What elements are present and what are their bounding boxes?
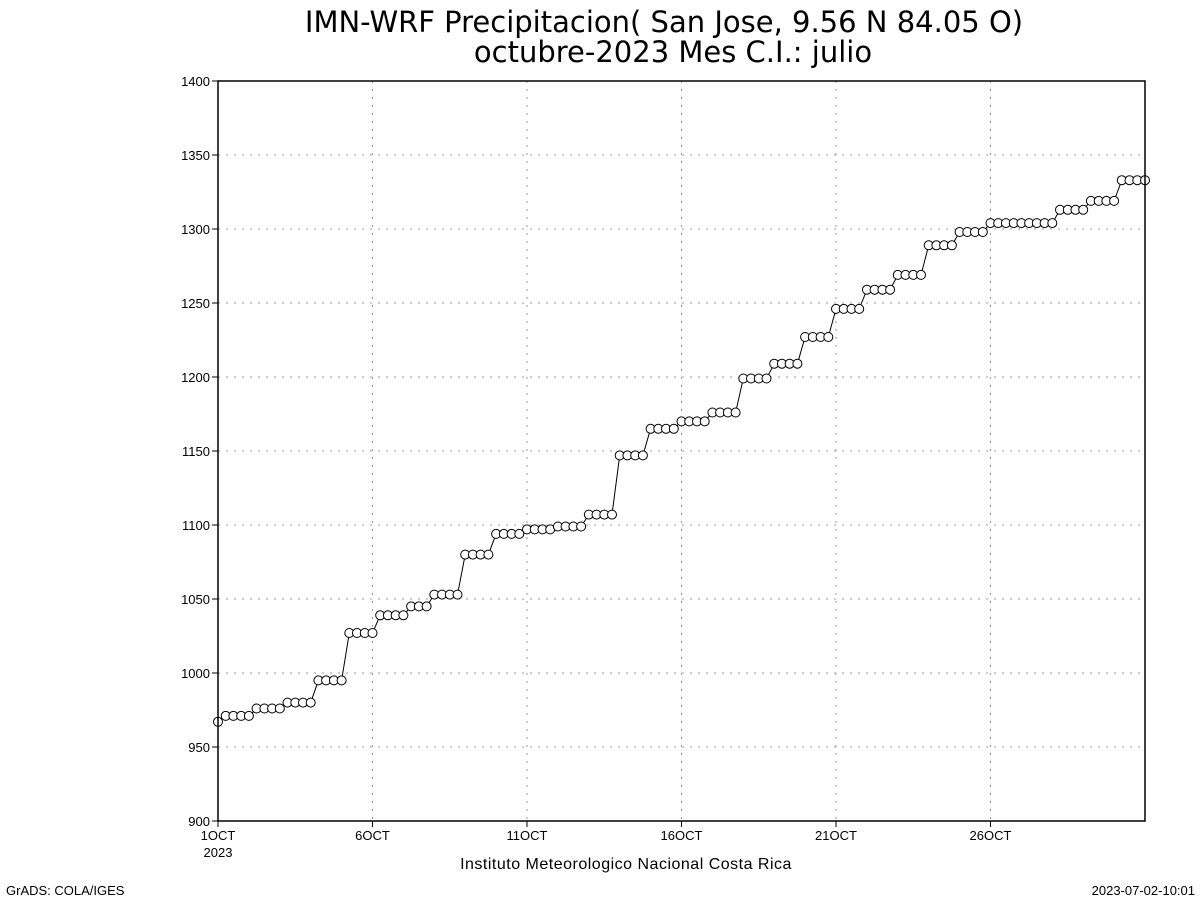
y-tick-label: 1300 <box>181 222 210 237</box>
data-point <box>607 509 617 520</box>
y-tick-label: 1350 <box>181 148 210 163</box>
chart-title: IMN-WRF Precipitacion( San Jose, 9.56 N … <box>305 5 1023 39</box>
data-point <box>1078 204 1089 215</box>
series-markers <box>213 175 1150 727</box>
data-point <box>452 589 463 600</box>
y-tick-label: 950 <box>188 740 210 755</box>
data-point <box>1047 218 1058 229</box>
data-point <box>336 675 347 686</box>
y-tick-label: 1200 <box>181 370 210 385</box>
x-axis-label: Instituto Meteorologico Nacional Costa R… <box>460 856 792 873</box>
x-tick-label: 26OCT <box>970 828 1012 843</box>
data-point <box>514 528 525 539</box>
data-point <box>483 549 494 560</box>
data-point <box>398 610 409 621</box>
x-axis-ticks: 1OCT 2023 6OCT 11OCT 16OCT 21OCT 26OCT <box>201 821 1012 860</box>
y-tick-label: 1050 <box>181 592 210 607</box>
chart-subtitle: octubre-2023 Mes C.I.: julio <box>474 35 872 69</box>
grid-lines <box>218 81 1145 821</box>
y-tick-label: 1150 <box>182 444 210 459</box>
y-tick-label: 1400 <box>181 74 210 89</box>
data-point <box>946 240 957 251</box>
data-point <box>761 373 772 384</box>
footer-left: GrADS: COLA/IGES <box>6 883 125 898</box>
data-point <box>243 710 254 721</box>
y-tick-label: 1250 <box>181 296 210 311</box>
data-point <box>367 628 378 638</box>
data-point <box>885 284 896 295</box>
data-point <box>1109 195 1120 206</box>
data-point <box>305 697 316 708</box>
x-tick-label: 1OCT <box>201 828 236 843</box>
x-tick-year-label: 2023 <box>204 845 233 860</box>
y-tick-label: 1000 <box>181 666 210 681</box>
data-point <box>576 521 587 532</box>
data-point <box>916 269 926 280</box>
data-point <box>421 601 432 612</box>
x-tick-label: 16OCT <box>661 828 703 843</box>
data-point <box>730 407 741 418</box>
x-tick-label: 6OCT <box>355 828 390 843</box>
x-tick-label: 11OCT <box>507 828 548 843</box>
data-point <box>668 423 679 434</box>
y-tick-label: 1100 <box>182 518 210 533</box>
data-point <box>274 703 285 714</box>
footer-right: 2023-07-02-10:01 <box>1092 883 1195 898</box>
data-point <box>699 416 710 427</box>
data-point <box>637 450 648 461</box>
data-point <box>792 358 803 369</box>
data-point <box>854 303 865 314</box>
y-tick-label: 900 <box>188 814 210 829</box>
data-point <box>823 332 834 342</box>
y-axis-ticks: 900 950 1000 1050 1100 1150 1200 1250 1300 1350 14… <box>181 74 218 829</box>
data-point <box>977 227 988 237</box>
x-tick-label: 21OCT <box>815 828 857 843</box>
plot-frame <box>217 80 1146 822</box>
